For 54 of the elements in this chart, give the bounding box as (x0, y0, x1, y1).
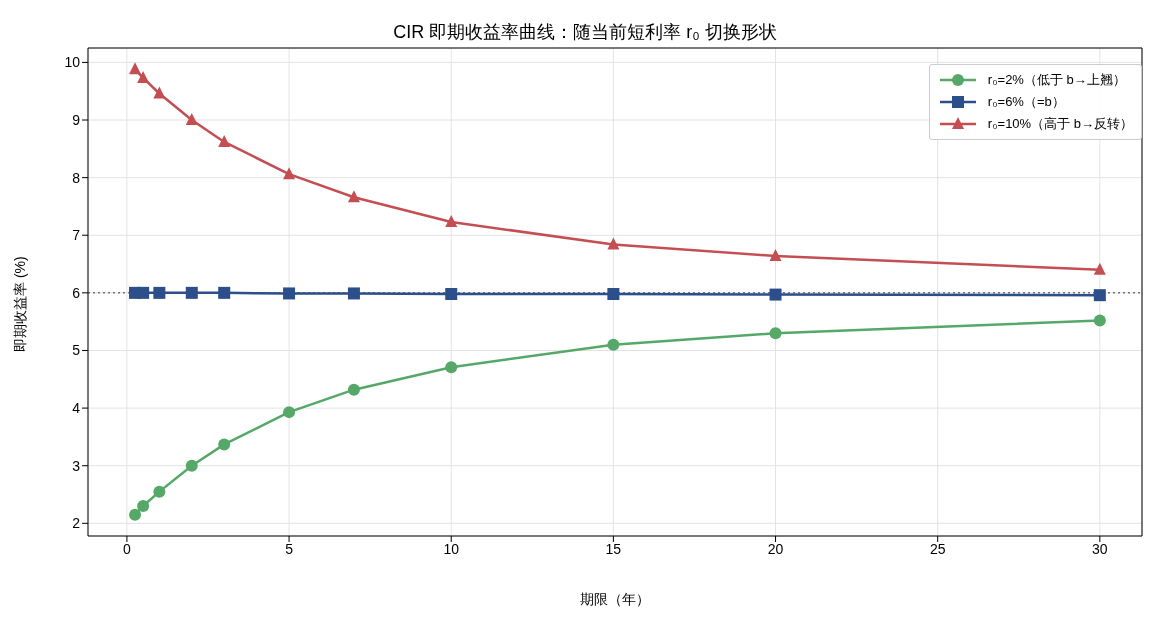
point (283, 406, 296, 419)
point (153, 286, 166, 299)
point (137, 70, 150, 83)
y-tick-label: 6 (72, 284, 81, 301)
chart-title: CIR 即期收益率曲线：随当前短利率 r₀ 切换形状 (392, 21, 778, 44)
point (445, 215, 458, 227)
point (185, 459, 198, 472)
point (607, 288, 620, 301)
y-tick-label: 5 (72, 342, 81, 359)
point (769, 248, 782, 261)
point (129, 62, 142, 75)
point (1093, 262, 1106, 275)
x-tick-label: 30 (1092, 540, 1108, 557)
point (769, 327, 782, 340)
point (1093, 289, 1106, 302)
y-tick-label: 8 (72, 169, 81, 186)
y-tick-label: 10 (64, 54, 81, 71)
legend-label: r₀=10%（高于 b→反转） (987, 115, 1133, 133)
y-tick-label: 7 (72, 227, 81, 244)
point (283, 167, 296, 180)
x-tick-label: 0 (123, 540, 132, 557)
point (347, 190, 360, 203)
point (153, 485, 166, 498)
legend-label: r₀=2%（低于 b→上翘） (987, 71, 1126, 89)
point (137, 286, 150, 299)
point (347, 383, 360, 396)
x-tick-label: 25 (929, 540, 946, 557)
point (607, 237, 620, 250)
point (445, 288, 458, 301)
point (607, 338, 620, 351)
y-tick-label: 9 (72, 111, 81, 128)
x-tick-label: 10 (443, 540, 460, 557)
point (218, 286, 231, 299)
y-tick-label: 2 (72, 515, 81, 532)
x-tick-label: 5 (285, 540, 294, 557)
point (218, 134, 231, 147)
point (769, 288, 782, 301)
point (218, 438, 231, 451)
point (185, 286, 198, 299)
point (153, 86, 166, 99)
legend-label: r₀=6%（=b） (987, 93, 1065, 111)
point (445, 361, 458, 374)
point (283, 287, 296, 300)
y-tick-label: 4 (72, 400, 81, 417)
point (129, 508, 142, 521)
y-axis-title: 即期收益率 (%) (11, 256, 28, 352)
x-tick-label: 20 (767, 540, 784, 557)
point (137, 500, 150, 513)
point (185, 113, 198, 126)
point (1093, 314, 1106, 327)
y-tick-label: 3 (72, 457, 81, 474)
x-axis-title: 期限（年） (580, 591, 650, 607)
x-tick-label: 15 (605, 540, 622, 557)
point (347, 287, 360, 300)
